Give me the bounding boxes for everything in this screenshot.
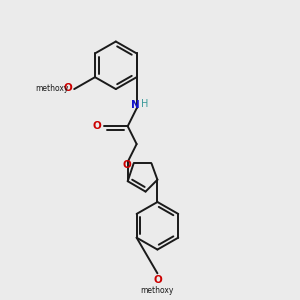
Text: methoxy: methoxy — [35, 84, 69, 93]
Text: O: O — [123, 160, 131, 170]
Text: O: O — [63, 83, 72, 94]
Text: methoxy: methoxy — [141, 286, 174, 295]
Text: N: N — [131, 100, 140, 110]
Text: H: H — [141, 99, 148, 109]
Text: O: O — [92, 121, 101, 130]
Text: O: O — [153, 275, 162, 285]
